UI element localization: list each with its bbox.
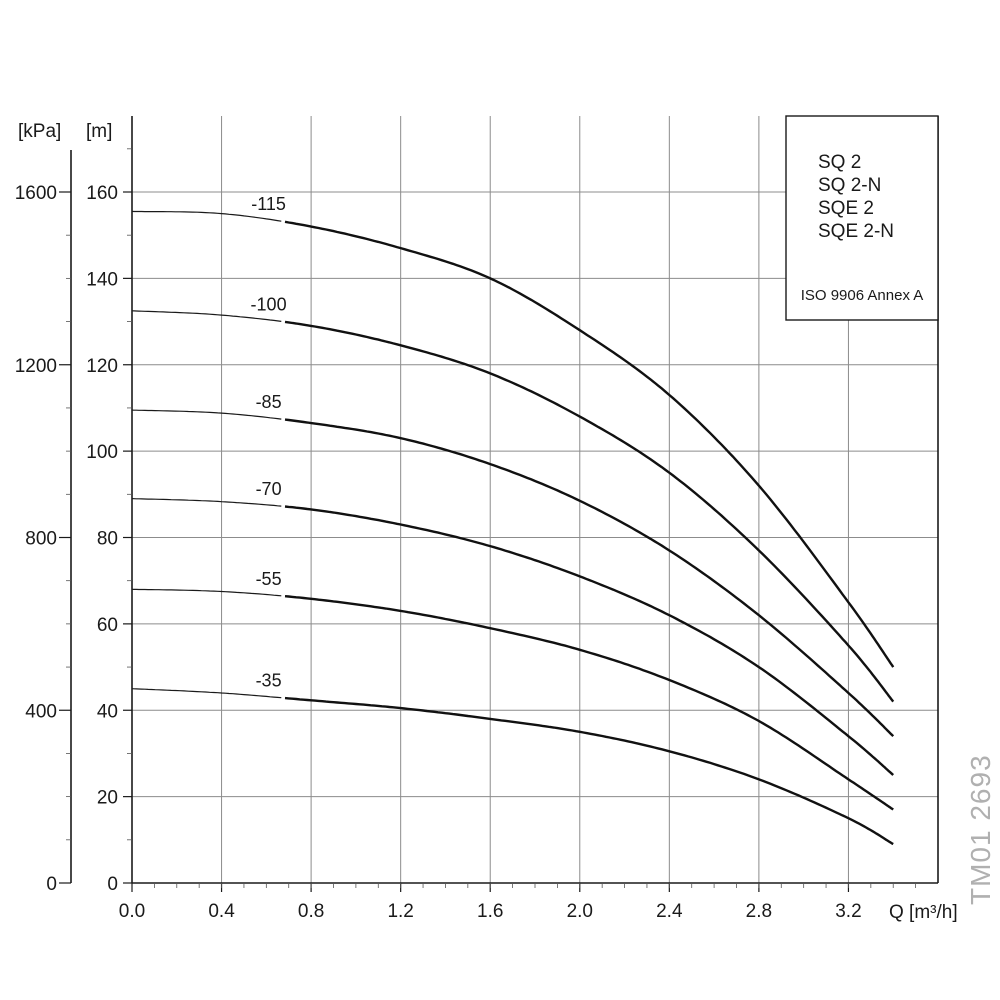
legend-standard: ISO 9906 Annex A <box>801 287 924 304</box>
labels: 0.0 0.4 0.8 1.2 1.6 2.0 2.4 2.8 3.2 0 20 40 60 80 100 1… <box>15 183 862 922</box>
y-tick-label: 60 <box>97 615 118 636</box>
kpa-tick-label: 1200 <box>15 356 57 377</box>
legend-model-3: SQE 2 <box>818 198 874 219</box>
curve-label: -100 <box>251 294 287 314</box>
curve-label: -115 <box>251 194 286 214</box>
x-tick-label: 1.2 <box>387 901 413 922</box>
curve-2-low-flow <box>131 409 282 420</box>
legend-model-1: SQ 2 <box>818 152 861 173</box>
x-tick-label: 0.8 <box>298 901 324 922</box>
curve-1-low-flow <box>131 310 282 322</box>
kpa-tick-label: 800 <box>25 529 57 550</box>
x-axis-label: Q [m³/h] <box>889 902 958 923</box>
curve-label: -35 <box>256 671 282 691</box>
curve-2-operating <box>284 418 895 738</box>
legend-model-2: SQ 2-N <box>818 175 881 196</box>
legend-frame <box>785 115 939 321</box>
curve-3-low-flow <box>131 498 282 507</box>
y-tick-label: 100 <box>86 442 118 463</box>
curve-0-low-flow <box>131 210 282 222</box>
x-tick-label: 2.8 <box>746 901 772 922</box>
kpa-tick-label: 1600 <box>15 183 57 204</box>
curve-5-low-flow <box>131 688 282 699</box>
grid <box>132 116 939 883</box>
curve-label: -55 <box>256 569 282 589</box>
y-axis-label: [m] <box>86 121 112 142</box>
curve-label: -85 <box>256 392 282 412</box>
x-tick-label: 0.4 <box>208 901 235 922</box>
y-tick-label: 160 <box>86 183 118 204</box>
kpa-tick-label: 0 <box>46 874 57 895</box>
secondary-y-axis-label: [kPa] <box>18 121 61 142</box>
curves <box>131 210 895 846</box>
y-tick-label: 140 <box>86 269 118 290</box>
curve-4-low-flow <box>131 588 282 597</box>
legend-box: SQ 2 SQ 2-N SQE 2 SQE 2-N ISO 9906 Annex… <box>785 115 939 321</box>
x-tick-label: 2.4 <box>656 901 683 922</box>
x-tick-label: 2.0 <box>567 901 593 922</box>
y-tick-label: 20 <box>97 788 118 809</box>
axes <box>59 116 939 892</box>
kpa-tick-label: 400 <box>25 701 57 722</box>
document-id-watermark: TM01 2693 <box>965 754 996 905</box>
curve-label: -70 <box>256 479 282 499</box>
y-tick-label: 120 <box>86 356 118 377</box>
x-tick-label: 0.0 <box>119 901 145 922</box>
curve-0-operating <box>284 220 895 668</box>
curve-5-operating <box>284 696 894 846</box>
y-tick-label: 80 <box>97 529 118 550</box>
curve-4-operating <box>284 595 894 811</box>
y-tick-label: 40 <box>97 701 118 722</box>
curve-1-operating <box>284 320 895 703</box>
curve-3-operating <box>284 505 894 776</box>
legend-model-4: SQE 2-N <box>818 221 894 242</box>
y-tick-label: 0 <box>107 874 118 895</box>
x-tick-label: 1.6 <box>477 901 503 922</box>
x-tick-label: 3.2 <box>835 901 861 922</box>
